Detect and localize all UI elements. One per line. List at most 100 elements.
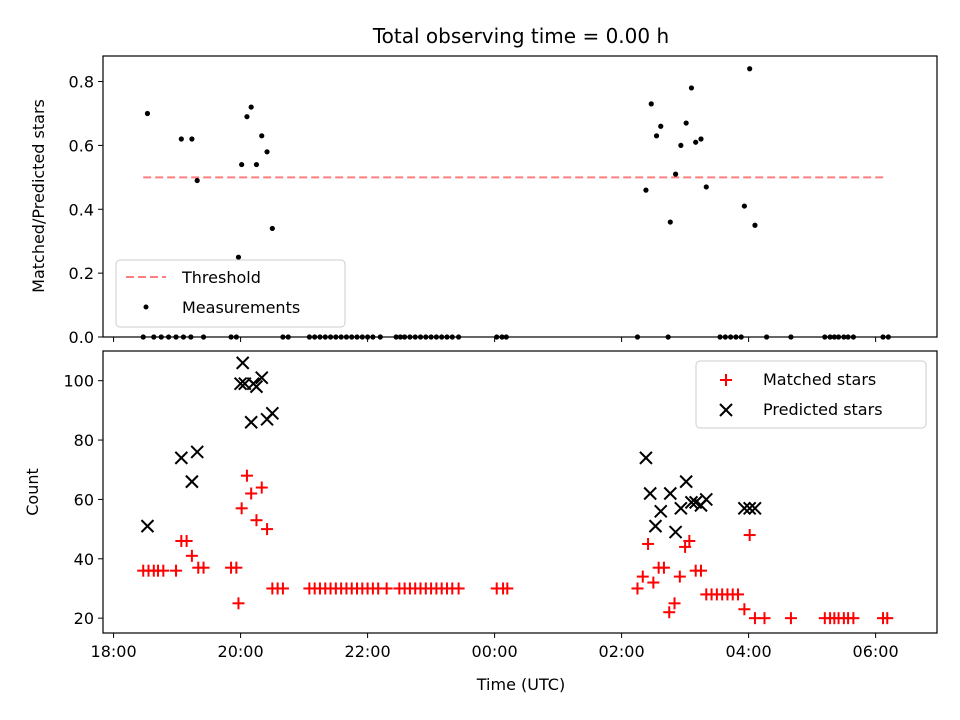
predicted-star-point: [654, 504, 668, 519]
measurement-point: [144, 110, 151, 117]
matched-legend-swatch: [720, 374, 732, 386]
predicted-legend-label: Predicted stars: [763, 400, 883, 419]
top-plot-frame: [102, 55, 938, 338]
predicted-star-point: [235, 356, 250, 370]
predicted-star-point: [643, 486, 657, 501]
predicted-star-point: [684, 495, 699, 510]
matched-star-point: [647, 576, 660, 589]
measurement-point: [678, 142, 684, 149]
bottom-y-axis-label: Count: [23, 468, 42, 516]
top-legend: Threshold Measurements: [115, 259, 346, 328]
predicted-star-point: [737, 501, 752, 516]
measurements-legend-swatch: [143, 304, 149, 310]
measurement-point: [688, 85, 695, 91]
predicted-star-point: [639, 451, 653, 465]
bottom-legend-box: [695, 360, 927, 429]
measurement-point: [658, 123, 664, 129]
matched-star-point: [631, 582, 644, 595]
matched-star-point: [668, 597, 681, 610]
matched-star-point: [380, 582, 393, 595]
top-x-ticks: [113, 337, 877, 342]
x-tick-label: 04:00: [726, 642, 772, 661]
predicted-star-point: [748, 501, 762, 516]
measurement-point: [244, 114, 250, 120]
matched-star-point: [743, 529, 756, 542]
y-tick-label: 0.4: [69, 200, 94, 219]
y-tick-label: 20: [74, 609, 94, 628]
measurement-point: [683, 120, 689, 126]
predicted-star-point: [255, 371, 269, 385]
top-chart-title: Total observing time = 0.00 h: [372, 24, 669, 48]
matched-star-point: [732, 588, 745, 601]
measurement-point: [235, 254, 242, 260]
matched-star-point: [197, 561, 210, 574]
predicted-star-point: [185, 474, 199, 489]
matched-star-point: [663, 606, 676, 619]
x-tick-label: 20:00: [218, 642, 264, 661]
matched-star-point: [758, 612, 771, 625]
predicted-star-point: [648, 519, 663, 533]
y-tick-label: 0.6: [69, 136, 94, 155]
matched-star-point: [255, 481, 268, 494]
matched-star-point: [240, 469, 253, 482]
bottom-x-axis-label: Time (UTC): [476, 675, 565, 694]
predicted-star-point: [668, 525, 683, 539]
measurement-point: [741, 203, 747, 209]
x-tick-label: 18:00: [91, 642, 137, 661]
measurement-point: [264, 149, 270, 155]
y-tick-label: 0.0: [69, 328, 94, 347]
measurement-point: [239, 161, 245, 168]
measurement-point: [698, 136, 704, 142]
matched-star-point: [683, 534, 696, 547]
matched-star-point: [230, 561, 243, 574]
y-tick-label: 60: [74, 490, 94, 509]
x-tick-label: 22:00: [345, 642, 391, 661]
predicted-star-point: [699, 492, 713, 507]
measurement-point: [693, 139, 699, 145]
top-legend-box: [115, 259, 346, 328]
matched-star-point: [881, 612, 894, 625]
predicted-star-point: [140, 519, 155, 533]
measurement-point: [648, 101, 654, 107]
bottom-panel: 18:00 20:00 22:00 00:00 02:00 04:00 06:00 20 40…: [23, 350, 938, 694]
measurement-point: [194, 177, 200, 184]
matched-star-point: [180, 534, 193, 547]
measurement-point: [248, 104, 254, 110]
measurement-point: [269, 225, 275, 232]
measurements-legend-label: Measurements: [182, 298, 300, 317]
matched-star-point: [250, 514, 263, 527]
measurement-point: [189, 136, 195, 142]
measurement-point: [672, 171, 679, 177]
measurement-point: [653, 133, 660, 139]
predicted-star-point: [663, 486, 677, 501]
top-plot-area: [140, 66, 891, 340]
matched-star-point: [232, 597, 245, 610]
predicted-star-point: [674, 501, 688, 516]
y-tick-label: 80: [74, 431, 94, 450]
matched-star-point: [235, 502, 248, 515]
matched-star-point: [276, 582, 289, 595]
matched-star-point: [636, 570, 649, 583]
bottom-plot-area: [137, 356, 894, 625]
measurement-point: [703, 184, 709, 190]
measurement-point: [259, 133, 265, 139]
predicted-star-point: [742, 501, 757, 516]
top-panel: Total observing time = 0.00 h 0.00.20.40…: [29, 24, 938, 347]
y-tick-label: 0.8: [69, 73, 94, 92]
measurement-point: [752, 222, 758, 228]
predicted-star-point: [174, 451, 189, 465]
matched-star-point: [784, 612, 797, 625]
matched-star-point: [847, 612, 860, 625]
bottom-plot-frame: [102, 350, 938, 634]
top-y-ticks: 0.0 0.2 0.4 0.6 0.8: [69, 73, 103, 347]
bottom-x-ticks: 18:00 20:00 22:00 00:00 02:00 04:00 06:00: [91, 633, 899, 661]
matched-star-point: [501, 582, 514, 595]
matched-star-point: [170, 564, 183, 577]
matched-star-point: [642, 537, 655, 550]
measurement-point: [178, 136, 184, 142]
measurement-point: [643, 187, 649, 193]
measurement-point: [253, 161, 260, 168]
predicted-star-point: [244, 415, 258, 429]
x-tick-label: 00:00: [472, 642, 518, 661]
